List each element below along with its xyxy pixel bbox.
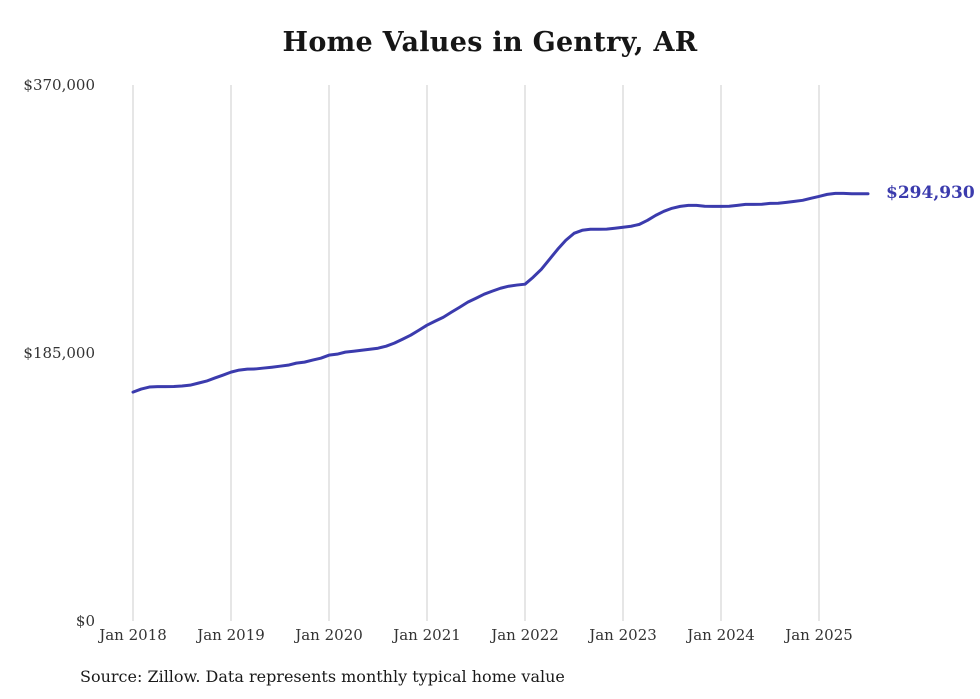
x-tick-label: Jan 2025 bbox=[783, 626, 853, 644]
plot-area: Jan 2018 Jan 2019 Jan 2020 Jan 2021 Jan 2022… bbox=[23, 76, 870, 644]
chart-title: Home Values in Gentry, AR bbox=[282, 27, 698, 58]
x-tick-label: Jan 2023 bbox=[587, 626, 657, 644]
x-tick-label: Jan 2024 bbox=[685, 626, 755, 644]
x-tick-label: Jan 2019 bbox=[195, 626, 265, 644]
y-tick-label: $0 bbox=[76, 612, 95, 630]
y-tick-label: $185,000 bbox=[23, 344, 95, 362]
x-tick-label: Jan 2018 bbox=[97, 626, 167, 644]
source-note: Source: Zillow. Data represents monthly … bbox=[80, 667, 565, 686]
x-tick-label: Jan 2020 bbox=[293, 626, 363, 644]
x-tick-label: Jan 2022 bbox=[489, 626, 559, 644]
y-tick-label: $370,000 bbox=[23, 76, 95, 94]
latest-value-label: $294,930 bbox=[886, 182, 975, 203]
home-value-line bbox=[131, 191, 870, 394]
x-tick-label: Jan 2021 bbox=[391, 626, 461, 644]
